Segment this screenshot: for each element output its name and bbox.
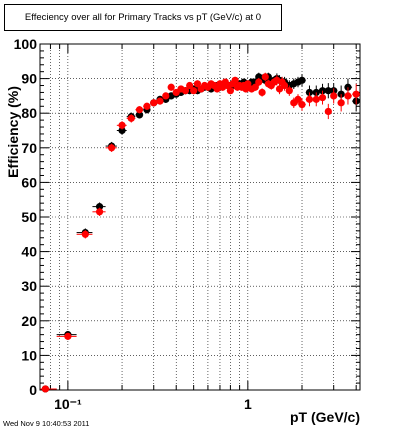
data-point [127,114,135,122]
data-point [337,99,345,107]
data-point [330,92,338,100]
data-point [41,385,49,393]
y-tick-label: 20 [21,313,37,329]
x-axis-title: pT (GeV/c) [290,409,360,425]
data-point [312,95,320,103]
data-point [167,83,175,91]
data-point [150,99,158,107]
data-point [118,121,126,129]
y-tick-label: 10 [21,347,37,363]
data-point [251,83,259,91]
data-point [190,87,198,95]
y-tick-label: 60 [21,174,37,190]
data-point [81,230,89,238]
y-tick-label: 40 [21,244,37,260]
data-point [64,332,72,340]
y-tick-label: 80 [21,105,37,121]
data-point [95,203,104,211]
data-point [162,92,170,100]
chart-title: Effeciency over all for Primary Tracks v… [4,4,282,31]
data-point [298,100,306,109]
data-point [255,78,263,86]
data-point [226,87,234,95]
timestamp-footer: Wed Nov 9 10:40:53 2011 [3,419,90,428]
x-tick-label: 10⁻¹ [54,396,82,412]
series-layer [40,72,360,393]
data-point [305,95,314,103]
data-point [324,87,332,95]
series-1 [40,72,360,393]
y-tick-labels: 0 10 20 30 40 50 60 70 80 90 100 [14,36,38,398]
y-tick-label: 90 [21,71,37,87]
y-tick-label: 0 [29,382,37,398]
data-point [135,111,144,119]
data-point [193,80,202,88]
data-point [181,87,190,95]
data-point [95,208,104,216]
data-point [156,97,164,105]
data-point [261,73,269,81]
y-axis-title: Efficiency (%) [5,86,21,178]
data-point [298,76,306,84]
data-point [135,106,144,114]
x-tick-label: 1 [244,396,252,412]
data-point [324,107,332,116]
x-tick-labels: 10⁻¹ 1 [54,396,252,412]
data-point [344,92,352,100]
data-point [294,95,302,103]
data-point [186,81,194,90]
data-point [352,90,360,98]
data-point [118,126,126,135]
data-point [231,76,239,84]
data-point [285,87,293,95]
data-point [258,88,266,97]
data-point [275,85,284,93]
data-point [280,81,289,90]
grid [39,44,360,390]
data-point [318,94,327,102]
data-point [143,102,151,110]
y-tick-label: 30 [21,278,37,294]
y-tick-label: 50 [21,209,37,225]
data-point [244,80,252,88]
data-point [108,144,116,152]
y-tick-label: 100 [14,36,38,52]
y-tick-label: 70 [21,140,37,156]
